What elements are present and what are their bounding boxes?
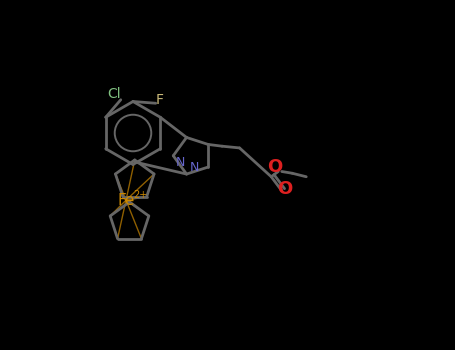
- Text: Cl: Cl: [107, 88, 121, 102]
- Text: O: O: [267, 158, 283, 176]
- Text: N: N: [176, 156, 185, 169]
- Text: 2+: 2+: [133, 190, 147, 200]
- Text: F: F: [155, 93, 163, 107]
- Text: Fe: Fe: [117, 193, 135, 208]
- Text: O: O: [278, 180, 293, 198]
- Text: N: N: [190, 161, 199, 174]
